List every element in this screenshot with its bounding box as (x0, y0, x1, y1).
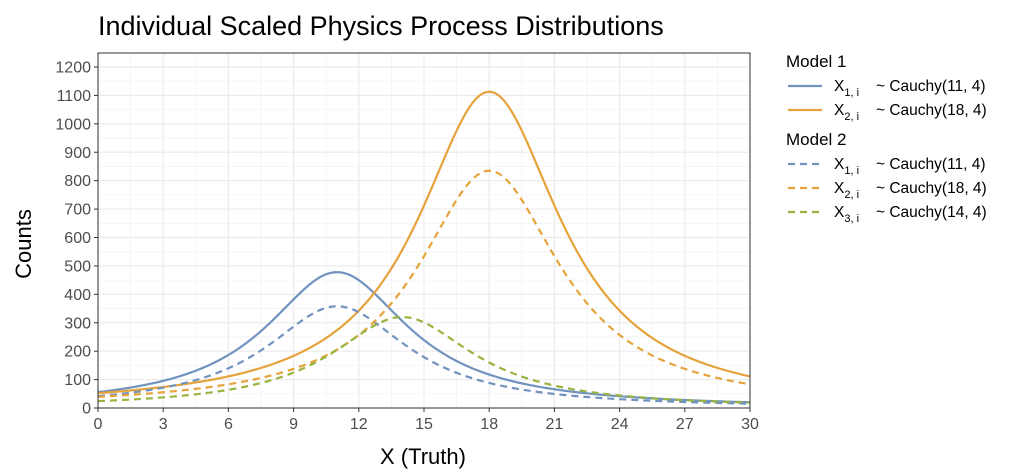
series-line-3 (97, 305, 751, 405)
legend-label: X2, i ~ Cauchy(18, 4) (834, 102, 987, 123)
y-tick-label: 800 (64, 173, 91, 190)
y-tick-label: 600 (64, 230, 91, 247)
legend-label: X2, i ~ Cauchy(18, 4) (834, 180, 987, 201)
legend: Model 1 X1, i ~ Cauchy(11, 4) X2, i ~ Cauchy… (786, 52, 987, 225)
y-tick-label: 1200 (55, 60, 91, 77)
x-tick-label: 27 (676, 416, 694, 433)
x-tick-label: 30 (741, 416, 759, 433)
legend-label: X1, i ~ Cauchy(11, 4) (834, 78, 986, 99)
series-line-4 (97, 169, 751, 398)
y-tick-label: 1100 (57, 88, 92, 105)
x-tick-label: 12 (350, 416, 368, 433)
y-tick-label: 1000 (55, 116, 91, 133)
x-tick-label: 24 (611, 416, 629, 433)
y-axis-title: Counts (11, 209, 36, 279)
y-tick-label: 100 (64, 372, 91, 389)
x-tick-label: 15 (415, 416, 433, 433)
legend-title: Model 2 (786, 130, 846, 149)
x-tick-label: 6 (224, 416, 233, 433)
series-line-2 (97, 90, 751, 395)
legend-label: X3, i ~ Cauchy(14, 4) (834, 204, 987, 225)
x-tick-label: 9 (289, 416, 298, 433)
y-tick-label: 0 (82, 401, 91, 418)
x-tick-label: 21 (546, 416, 564, 433)
x-axis: 0 3 6 9 12 15 18 21 24 27 30 (94, 408, 759, 433)
y-tick-label: 300 (64, 315, 91, 332)
chart-title: Individual Scaled Physics Process Distri… (98, 11, 664, 41)
y-tick-label: 500 (64, 258, 91, 275)
x-tick-label: 18 (480, 416, 498, 433)
y-tick-label: 900 (64, 145, 91, 162)
legend-title: Model 1 (786, 52, 846, 71)
x-axis-title: X (Truth) (380, 444, 466, 469)
y-axis: 0 100 200 300 400 500 600 700 800 900 1000 1100 1200 (55, 60, 98, 418)
series-group (97, 90, 751, 405)
series-line-5 (97, 315, 751, 404)
x-tick-label: 3 (159, 416, 168, 433)
x-tick-label: 0 (94, 416, 103, 433)
y-tick-label: 400 (64, 287, 91, 304)
y-tick-label: 700 (64, 202, 91, 219)
y-tick-label: 200 (64, 344, 91, 361)
legend-label: X1, i ~ Cauchy(11, 4) (834, 156, 986, 177)
